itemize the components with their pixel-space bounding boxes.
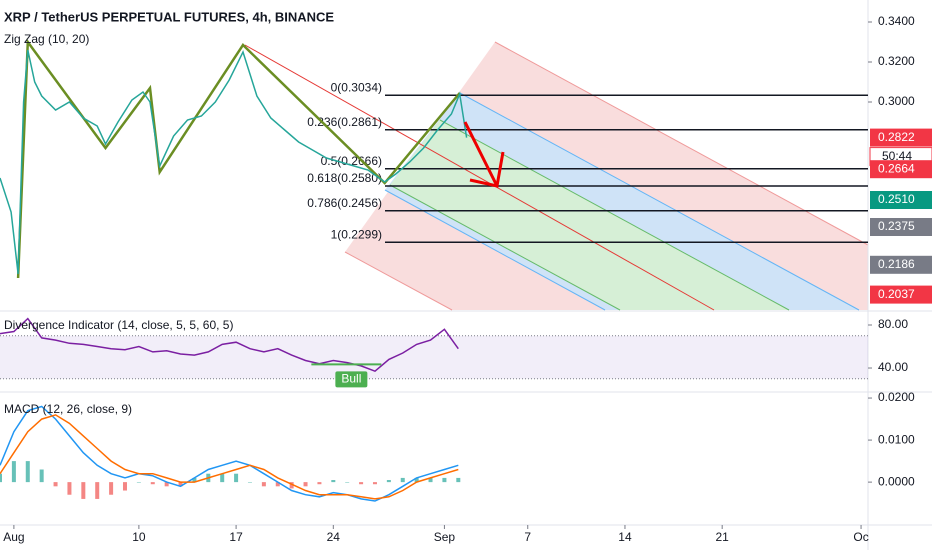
histogram-bar	[109, 482, 114, 495]
histogram-bar	[122, 482, 127, 491]
x-tick-label: 10	[132, 530, 146, 544]
marks: 0(0.3034)0.236(0.2861)0.5(0.2666)0.618(0…	[0, 14, 932, 544]
price-tag-label: 0.2510	[878, 192, 915, 206]
y-tick-label: 0.0000	[878, 474, 915, 488]
histogram-bar	[289, 482, 294, 489]
price-tag-label: 0.2186	[878, 257, 915, 271]
x-tick-label: 17	[229, 530, 243, 544]
channel-inner	[385, 93, 859, 310]
y-tick-label: 0.0100	[878, 432, 915, 446]
price-line	[0, 49, 468, 275]
bull-label: Bull	[341, 371, 361, 385]
macd-line	[0, 414, 459, 500]
histogram-bar	[261, 482, 266, 487]
price-tag-label: 0.2375	[878, 219, 915, 233]
histogram-bar	[331, 480, 336, 483]
channel-line	[384, 189, 606, 311]
price-tag	[870, 128, 932, 147]
price-tag-label: 0.2822	[878, 130, 915, 144]
channel-center	[390, 120, 789, 310]
histogram-bar	[400, 477, 405, 483]
x-tick-label: Aug	[3, 530, 24, 544]
histogram-bar	[164, 482, 169, 487]
histogram-bar	[456, 477, 461, 483]
histogram-bar	[53, 482, 58, 487]
x-tick-label: 7	[524, 530, 531, 544]
indicator-label: MACD (12, 26, close, 9)	[4, 402, 132, 416]
price-tag	[870, 191, 932, 209]
x-tick-label: 24	[327, 530, 341, 544]
channel-line	[439, 119, 790, 311]
histogram-bar	[303, 482, 308, 487]
histogram-bar	[386, 480, 391, 483]
fib-label: 0(0.3034)	[331, 80, 382, 94]
x-tick-label: 21	[715, 530, 729, 544]
histogram-bar	[345, 482, 350, 483]
y-tick-label: 0.3400	[878, 14, 915, 28]
histogram-bar	[372, 482, 377, 485]
pitchfork	[244, 41, 869, 311]
indicator-label: Divergence Indicator (14, close, 5, 5, 6…	[4, 318, 233, 332]
channel-line	[389, 184, 621, 311]
price-tag	[870, 160, 932, 179]
channel-line	[344, 251, 453, 311]
histogram-bar	[136, 482, 141, 483]
x-tick-label: 14	[618, 530, 632, 544]
histogram-bar	[192, 477, 197, 483]
arrow-head	[469, 151, 505, 188]
histogram-bar	[247, 482, 252, 483]
x-tick-label: Oc	[853, 530, 868, 544]
histogram-bar	[442, 477, 447, 483]
histogram-bar	[359, 482, 364, 485]
histogram-bar	[428, 477, 433, 483]
histogram-bar	[414, 477, 419, 483]
y-tick-label: 80.00	[878, 317, 908, 331]
median-line	[244, 44, 715, 311]
y-tick-label: 0.0200	[878, 390, 915, 404]
price-tag	[870, 255, 932, 274]
countdown: 50:44	[882, 149, 912, 163]
price-tag-label: 0.2037	[878, 287, 915, 301]
histogram-bar	[95, 482, 100, 499]
histogram-bar	[150, 482, 155, 485]
histogram-bar	[81, 482, 86, 499]
indicator-label: Zig Zag (10, 20)	[4, 32, 89, 46]
fib-label: 0.786(0.2456)	[307, 196, 382, 210]
y-tick-label: 0.3000	[878, 94, 915, 108]
bull-box	[335, 371, 368, 388]
y-tick-label: 0.3200	[878, 54, 915, 68]
histogram-bar	[275, 482, 280, 487]
histogram-bar	[234, 473, 239, 483]
fib-label: 0.618(0.2580)	[307, 171, 382, 185]
histogram-bar	[11, 461, 16, 483]
histogram-bar	[220, 473, 225, 483]
fib-label: 1(0.2299)	[331, 227, 382, 241]
histogram-bar	[178, 482, 183, 487]
y-tick-label: 40.00	[878, 360, 908, 374]
price-tag	[870, 285, 932, 304]
histogram-bar	[0, 473, 2, 483]
price-tag	[870, 218, 932, 236]
x-tick-label: Sep	[434, 530, 456, 544]
chart-title: XRP / TetherUS PERPETUAL FUTURES, 4h, BI…	[4, 9, 334, 24]
histogram-bar	[25, 461, 30, 483]
price-line	[0, 317, 459, 373]
histogram-bar	[39, 469, 44, 483]
histogram-bar	[67, 482, 72, 495]
price-tag-label: 0.2664	[878, 161, 915, 175]
arrow	[463, 121, 499, 187]
band	[0, 335, 868, 379]
histogram-bar	[317, 482, 322, 485]
